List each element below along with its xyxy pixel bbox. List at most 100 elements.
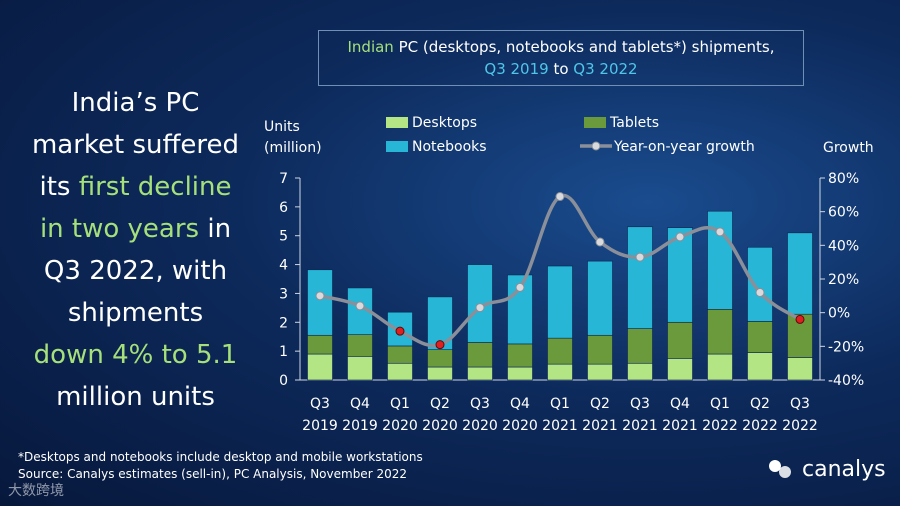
x-tick-label-year: 2021 [662, 418, 698, 434]
x-tick-label-quarter: Q3 [470, 396, 490, 412]
y-tick-label-left: 3 [279, 286, 288, 302]
x-tick-label-quarter: Q3 [630, 396, 650, 412]
footnote-line-1: *Desktops and notebooks include desktop … [18, 449, 423, 466]
x-tick-label-year: 2020 [382, 418, 418, 434]
y-axis-right-title: Growth [823, 140, 874, 156]
bar-notebooks-8 [628, 227, 653, 329]
bar-desktops-4 [468, 367, 493, 380]
legend-swatch-growth-point [592, 142, 600, 150]
bar-desktops-10 [708, 354, 733, 380]
x-tick-label-year: 2022 [782, 418, 818, 434]
growth-point-3 [436, 341, 444, 349]
bar-notebooks-12 [788, 233, 813, 314]
bar-desktops-6 [548, 364, 573, 380]
growth-point-12 [796, 315, 804, 323]
x-tick-label-year: 2021 [622, 418, 658, 434]
canalys-logo: canalys [766, 456, 886, 482]
growth-point-8 [636, 253, 644, 261]
x-tick-label-year: 2019 [302, 418, 338, 434]
bar-tablets-0 [308, 335, 333, 354]
bar-desktops-7 [588, 364, 613, 380]
watermark: 大数跨境 [8, 480, 64, 500]
bar-tablets-5 [508, 344, 533, 367]
bar-tablets-6 [548, 338, 573, 364]
y-tick-label-right: 20% [828, 272, 859, 288]
y-tick-label-left: 0 [279, 373, 288, 389]
bar-notebooks-7 [588, 261, 613, 335]
bar-tablets-4 [468, 342, 493, 367]
x-tick-label-year: 2020 [502, 418, 538, 434]
legend-label-notebooks: Notebooks [412, 139, 487, 155]
y-tick-label-right: 0% [828, 306, 850, 322]
canalys-logo-icon [766, 456, 796, 482]
bar-tablets-11 [748, 321, 773, 352]
x-tick-label-quarter: Q1 [710, 396, 730, 412]
bar-desktops-0 [308, 354, 333, 380]
growth-point-4 [476, 304, 484, 312]
bar-tablets-8 [628, 329, 653, 364]
growth-point-11 [756, 288, 764, 296]
x-tick-label-quarter: Q2 [750, 396, 770, 412]
y-tick-label-left: 2 [279, 315, 288, 331]
growth-point-9 [676, 233, 684, 241]
y-tick-label-right: 80% [828, 171, 859, 187]
x-tick-label-quarter: Q4 [350, 396, 370, 412]
bar-tablets-2 [388, 346, 413, 363]
bar-notebooks-11 [748, 247, 773, 321]
legend-swatch-notebooks [386, 141, 408, 152]
x-tick-label-year: 2019 [342, 418, 378, 434]
x-tick-label-quarter: Q2 [590, 396, 610, 412]
bar-tablets-7 [588, 335, 613, 364]
x-tick-label-quarter: Q3 [310, 396, 330, 412]
bar-desktops-2 [388, 363, 413, 380]
bar-desktops-12 [788, 357, 813, 380]
footnote-line-2: Source: Canalys estimates (sell-in), PC … [18, 466, 423, 483]
y-axis-left-title-line-1: Units [264, 119, 300, 135]
x-tick-label-year: 2021 [542, 418, 578, 434]
x-tick-label-year: 2020 [422, 418, 458, 434]
x-tick-label-quarter: Q3 [790, 396, 810, 412]
legend-swatch-tablets [584, 117, 606, 128]
y-tick-label-right: -40% [828, 373, 864, 389]
growth-point-1 [356, 302, 364, 310]
x-tick-label-year: 2020 [462, 418, 498, 434]
bar-desktops-3 [428, 367, 453, 380]
growth-point-10 [716, 228, 724, 236]
canalys-logo-text: canalys [802, 457, 886, 482]
y-axis-left-title-line-2: (million) [264, 140, 322, 156]
growth-point-0 [316, 292, 324, 300]
y-tick-label-left: 4 [279, 258, 288, 274]
y-tick-label-left: 1 [279, 344, 288, 360]
growth-point-7 [596, 238, 604, 246]
bar-tablets-9 [668, 322, 693, 358]
x-tick-label-quarter: Q4 [670, 396, 690, 412]
y-tick-label-left: 5 [279, 229, 288, 245]
bar-tablets-1 [348, 335, 373, 357]
x-tick-label-quarter: Q1 [550, 396, 570, 412]
y-tick-label-right: 60% [828, 205, 859, 221]
x-tick-label-year: 2022 [742, 418, 778, 434]
bar-notebooks-0 [308, 270, 333, 336]
growth-point-2 [396, 327, 404, 335]
bar-notebooks-10 [708, 211, 733, 309]
legend-label-growth: Year-on-year growth [613, 139, 755, 155]
footnote: *Desktops and notebooks include desktop … [18, 449, 423, 483]
legend-label-desktops: Desktops [412, 115, 477, 131]
bar-tablets-3 [428, 350, 453, 367]
bar-tablets-10 [708, 309, 733, 354]
x-tick-label-year: 2022 [702, 418, 738, 434]
growth-point-6 [556, 193, 564, 201]
bar-desktops-8 [628, 363, 653, 380]
x-tick-label-quarter: Q1 [390, 396, 410, 412]
x-tick-label-quarter: Q4 [510, 396, 530, 412]
bar-desktops-9 [668, 358, 693, 380]
legend-label-tablets: Tablets [609, 115, 659, 131]
bar-notebooks-6 [548, 266, 573, 338]
bar-desktops-5 [508, 367, 533, 380]
y-tick-label-left: 7 [279, 171, 288, 187]
y-tick-label-left: 6 [279, 200, 288, 216]
x-tick-label-year: 2021 [582, 418, 618, 434]
legend-swatch-desktops [386, 117, 408, 128]
y-tick-label-right: 40% [828, 238, 859, 254]
y-tick-label-right: -20% [828, 339, 864, 355]
